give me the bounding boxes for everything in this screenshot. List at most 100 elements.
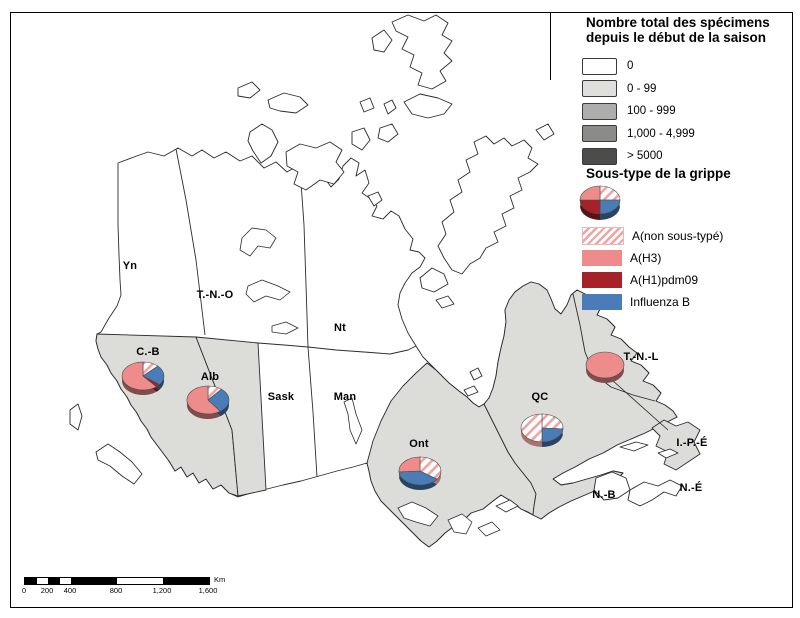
legend-total-title-line1: Nombre total des spécimens	[586, 15, 770, 30]
map-label-ipe: I.-P.-É	[676, 437, 708, 449]
lake-huron	[447, 513, 473, 535]
southampton-island	[419, 267, 449, 293]
akimiski-island	[463, 385, 479, 397]
map-label-yn: Yn	[122, 260, 138, 272]
haida-gwaii	[69, 403, 83, 431]
legend-total-items: 0 0 - 99 100 - 999 1,000 - 4,999 > 5000	[582, 55, 695, 168]
scale-tick: 400	[63, 586, 77, 595]
border-nwt-nunavut	[299, 167, 309, 348]
map-label-alb: Alb	[200, 371, 220, 383]
legend-subtype-row: Influenza B	[582, 294, 723, 310]
map-label-qc: QC	[531, 391, 549, 403]
lake-superior	[397, 501, 439, 527]
pie-charts-layer	[121, 185, 625, 491]
legend-subtype-swatch	[582, 272, 622, 288]
legend-class-label: 1,000 - 4,999	[627, 127, 695, 140]
pie-sample	[579, 185, 621, 220]
banks-island	[247, 123, 279, 164]
legend-class-label: > 5000	[627, 150, 663, 163]
bathurst-island	[359, 97, 375, 113]
border-60th-parallel	[257, 342, 417, 355]
map-label-tno: T.-N.-O	[196, 289, 234, 301]
pie-sample-slice	[599, 199, 621, 215]
lake-winnipeg	[343, 397, 363, 445]
legend-total-title: Nombre total des spécimens depuis le déb…	[586, 15, 792, 45]
legend-box-left-edge	[550, 12, 551, 80]
islands	[69, 14, 701, 507]
map-label-sask: Sask	[267, 391, 295, 403]
bylot-island	[535, 123, 555, 141]
map-label-nb: N.-B	[592, 489, 616, 501]
border-sask-manitoba	[307, 346, 318, 478]
legend-class-swatch	[582, 147, 617, 165]
devon-island	[403, 93, 453, 119]
province-quebec-labrador	[483, 281, 678, 520]
axel-heiberg-island	[371, 29, 393, 53]
province-alberta	[195, 336, 267, 497]
legend-subtype-items: A(non sous-typé) A(H3) A(H1)pdm09 Influenza…	[582, 227, 724, 316]
melville-island	[267, 92, 309, 114]
pie-sample-slice	[599, 185, 621, 201]
lake-ontario	[495, 499, 519, 513]
prince-edward-island	[657, 448, 679, 459]
scale-bar-unit: Km	[214, 575, 226, 584]
legend-class-row: 1,000 - 4,999	[582, 123, 695, 146]
lakes	[239, 227, 519, 537]
map-label-tnl: T.-N.-L	[623, 351, 659, 363]
lake-erie	[477, 521, 501, 537]
map-border-frame	[10, 12, 793, 608]
map-label-cb: C.-B	[136, 346, 160, 358]
legend-class-row: 0	[582, 55, 695, 78]
pie-sample-slice	[579, 185, 601, 201]
scale-tick: 1,600	[198, 586, 218, 595]
scale-tick: 200	[40, 586, 54, 595]
legend-subtype-swatch	[582, 227, 624, 245]
pie-ont	[398, 456, 442, 491]
pie-alb-slice	[186, 385, 221, 415]
victoria-island	[285, 141, 345, 191]
pie-qc-slice	[541, 427, 564, 443]
baffin-island	[437, 135, 539, 275]
lake-athabasca	[271, 321, 299, 335]
belcher-islands	[469, 367, 483, 381]
prince-of-wales-island	[351, 127, 371, 151]
legend-class-swatch	[582, 125, 617, 143]
legend-subtype-row: A(H3)	[582, 250, 723, 266]
legend-class-row: 100 - 999	[582, 100, 695, 123]
pie-alb	[186, 385, 230, 419]
pie-cb-slice	[121, 361, 157, 391]
great-slave-lake	[245, 279, 291, 303]
pie-qc	[520, 413, 564, 448]
anticosti-island	[619, 441, 649, 452]
scale-tick: 800	[109, 586, 123, 595]
map-label-nt: Nt	[333, 322, 347, 334]
legend-class-swatch	[582, 57, 617, 75]
cornwallis-island	[383, 99, 397, 115]
scale-tick: 0	[21, 586, 27, 595]
pie-tnl	[585, 351, 625, 383]
pie-sample-slice	[579, 199, 601, 215]
legend-panel: Nombre total des spécimens depuis le déb…	[582, 14, 792, 310]
legend-total-title-line2: depuis le début de la saison	[586, 29, 767, 45]
great-bear-lake	[239, 227, 277, 257]
legend-subtype-row: A(non sous-typé)	[582, 227, 724, 245]
newfoundland-island	[651, 419, 701, 471]
pie-tnl-slice	[585, 351, 625, 379]
legend-class-row: > 5000	[582, 145, 695, 168]
legend-class-row: 0 - 99	[582, 78, 695, 101]
province-ontario	[366, 362, 537, 548]
vancouver-island	[95, 443, 143, 485]
new-brunswick	[593, 471, 631, 501]
somerset-island	[377, 123, 399, 143]
map-label-ont: Ont	[409, 438, 429, 450]
scale-tick: 1,200	[152, 586, 172, 595]
pie-ont-slice	[398, 456, 421, 473]
legend-class-label: 100 - 999	[627, 105, 676, 118]
legend-subtype-row: A(H1)pdm09	[582, 272, 723, 288]
map-label-man: Man	[333, 391, 357, 403]
legend-subtype-label: A(non sous-typé)	[632, 229, 724, 243]
legend-subtype-label: A(H1)pdm09	[630, 273, 699, 287]
pie-alb-slice	[207, 388, 230, 412]
ellesmere-island	[391, 14, 453, 90]
